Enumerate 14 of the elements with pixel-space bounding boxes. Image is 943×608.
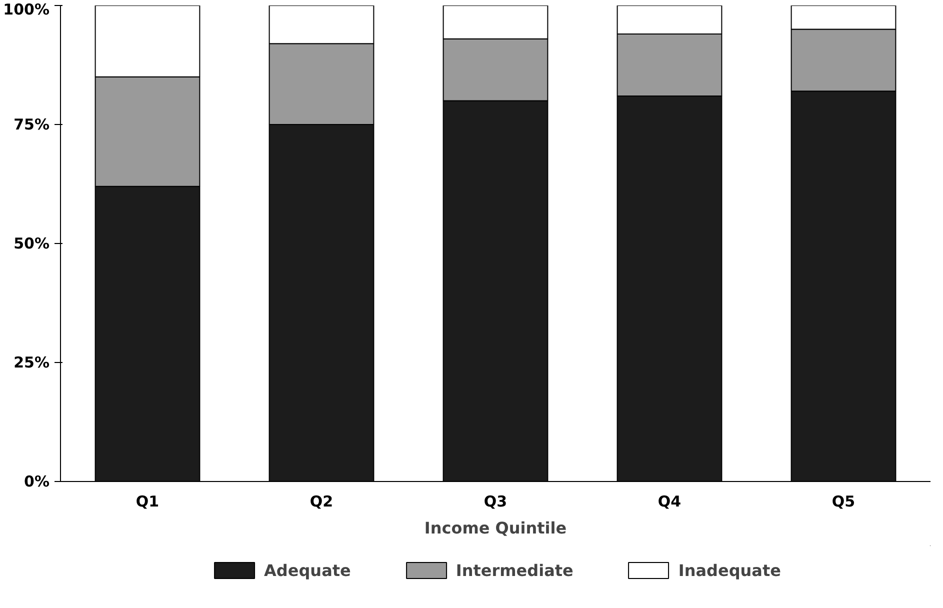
x-tick-label: Q5 — [832, 492, 856, 510]
legend-label: Inadequate — [678, 560, 781, 580]
y-tick-label: 50% — [14, 234, 50, 252]
x-tick-label: Q1 — [136, 492, 160, 510]
legend-label: Adequate — [264, 560, 351, 580]
y-tick-label: 25% — [14, 354, 50, 372]
x-tick-label: Q2 — [310, 492, 334, 510]
y-tick-label: 0% — [24, 472, 50, 490]
y-tick-label: 100% — [3, 0, 50, 18]
x-tick-label: Q3 — [484, 492, 508, 510]
x-tick-label: Q4 — [658, 492, 682, 510]
legend-label: Intermediate — [456, 560, 574, 580]
y-tick-label: 75% — [14, 116, 50, 134]
x-axis-title: Income Quintile — [424, 518, 567, 538]
